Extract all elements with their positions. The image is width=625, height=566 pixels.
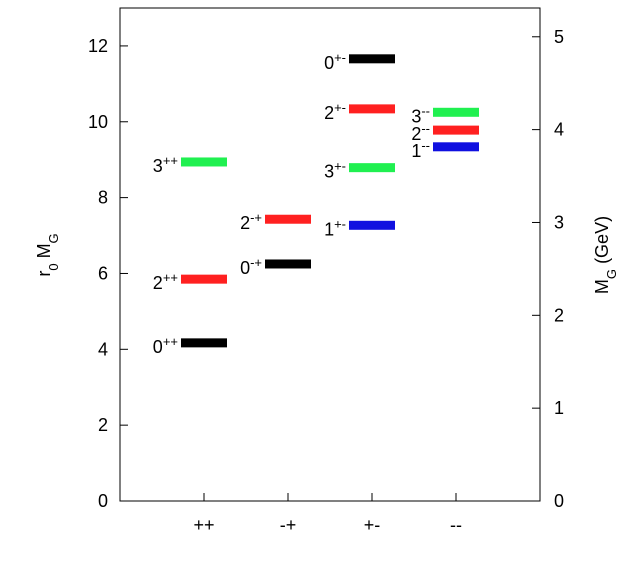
level-bar xyxy=(349,54,395,64)
plot-frame xyxy=(119,7,541,502)
x-tick-label: +- xyxy=(364,515,381,535)
x-tick-label: -- xyxy=(450,515,462,535)
label-sub: G xyxy=(604,269,619,279)
y-axis-label: r0 MG xyxy=(34,233,61,276)
y2-tick-label: 3 xyxy=(554,212,564,232)
level-pc: +- xyxy=(334,99,346,114)
level-pc: -- xyxy=(421,121,430,136)
level-pc: ++ xyxy=(163,333,178,348)
level-bar xyxy=(265,214,311,224)
level-label: 2-- xyxy=(411,121,430,145)
level-pc: -+ xyxy=(250,210,262,225)
level-bar xyxy=(433,125,479,135)
level-pc: -- xyxy=(421,137,430,152)
level-bar xyxy=(181,338,227,348)
y2-tick-label: 5 xyxy=(554,27,564,47)
level-label: 0-+ xyxy=(240,254,262,278)
level-j: 0 xyxy=(324,53,334,73)
level-bar xyxy=(181,274,227,284)
level-j: 0 xyxy=(153,337,163,357)
level-pc: +- xyxy=(334,49,346,64)
y-tick-label: 2 xyxy=(98,415,108,435)
level-bar xyxy=(349,220,395,230)
level-bar xyxy=(181,157,227,167)
y-tick-label: 12 xyxy=(88,36,108,56)
level-pc: ++ xyxy=(163,270,178,285)
level-bar xyxy=(433,107,479,117)
level-j: 2 xyxy=(153,273,163,293)
label-sub: 0 xyxy=(46,263,61,270)
level-j: 3 xyxy=(411,106,421,126)
level-j: 1 xyxy=(324,219,334,239)
y2-tick-label: 0 xyxy=(554,491,564,511)
y-tick-label: 4 xyxy=(98,339,108,359)
level-label: 0++ xyxy=(153,333,178,357)
label-part: (GeV) xyxy=(592,216,612,269)
level-label: 1+- xyxy=(324,216,346,240)
y2-tick-label: 1 xyxy=(554,398,564,418)
y2-tick-label: 4 xyxy=(554,120,564,140)
x-tick-label: -+ xyxy=(280,515,297,535)
level-j: 2 xyxy=(411,124,421,144)
level-pc: -- xyxy=(421,103,430,118)
level-pc: -+ xyxy=(250,254,262,269)
level-pc: +- xyxy=(334,216,346,231)
level-j: 1 xyxy=(411,141,421,161)
y2-tick-label: 2 xyxy=(554,305,564,325)
level-label: 2-+ xyxy=(240,210,262,234)
level-j: 2 xyxy=(324,103,334,123)
label-sub: G xyxy=(46,233,61,243)
level-bar xyxy=(349,163,395,173)
level-label: 1-- xyxy=(411,137,430,161)
level-j: 2 xyxy=(240,213,250,233)
level-bar xyxy=(349,104,395,114)
level-bar xyxy=(433,142,479,152)
level-label: 3+- xyxy=(324,158,346,182)
y-tick-label: 0 xyxy=(98,491,108,511)
level-label: 3++ xyxy=(153,152,178,176)
level-pc: +- xyxy=(334,158,346,173)
level-label: 3-- xyxy=(411,103,430,127)
y-tick-label: 10 xyxy=(88,112,108,132)
level-label: 2+- xyxy=(324,99,346,123)
label-part: M xyxy=(592,279,612,294)
level-label: 2++ xyxy=(153,270,178,294)
level-j: 3 xyxy=(324,162,334,182)
level-j: 3 xyxy=(153,156,163,176)
level-bar xyxy=(265,259,311,269)
label-part: M xyxy=(34,243,54,263)
x-tick-label: ++ xyxy=(193,515,214,535)
label-part: r xyxy=(34,271,54,277)
y-tick-label: 8 xyxy=(98,188,108,208)
y2-axis-label: MG (GeV) xyxy=(592,216,619,294)
y-tick-label: 6 xyxy=(98,263,108,283)
level-pc: ++ xyxy=(163,152,178,167)
level-label: 0+- xyxy=(324,49,346,73)
level-j: 0 xyxy=(240,258,250,278)
